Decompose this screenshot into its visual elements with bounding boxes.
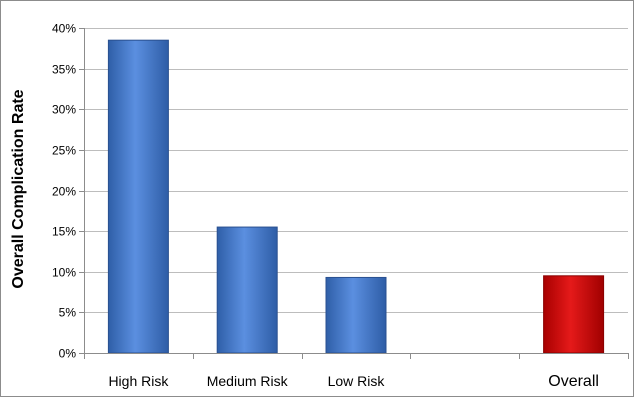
bar-layer [107,39,605,354]
bar-medium-risk [216,226,278,354]
y-tick-label: 35% [52,63,76,77]
y-tick-label: 10% [52,266,76,280]
axis-layer [79,28,629,359]
y-tick-label: 0% [59,347,77,361]
y-tick-label: 20% [52,185,76,199]
y-tick-label: 40% [52,22,76,36]
y-tick-label: 25% [52,144,76,158]
x-category-label: Medium Risk [207,373,289,389]
y-tick-label: 30% [52,103,76,117]
y-tick-label: 15% [52,225,76,239]
y-tick-label: 5% [59,306,77,320]
bar-high-risk [107,39,169,354]
x-category-label: Low Risk [328,373,386,389]
grid-layer [84,28,628,313]
x-category-label: Overall [548,373,599,390]
label-layer: 0% 5% 10% 15% 20% 25% 30% 35% 40% High Risk Medium… [52,22,599,391]
x-category-label: High Risk [108,373,169,389]
bar-low-risk [325,276,387,354]
y-axis-label: Overall Complication Rate [10,89,27,288]
bar-overall [543,275,605,354]
